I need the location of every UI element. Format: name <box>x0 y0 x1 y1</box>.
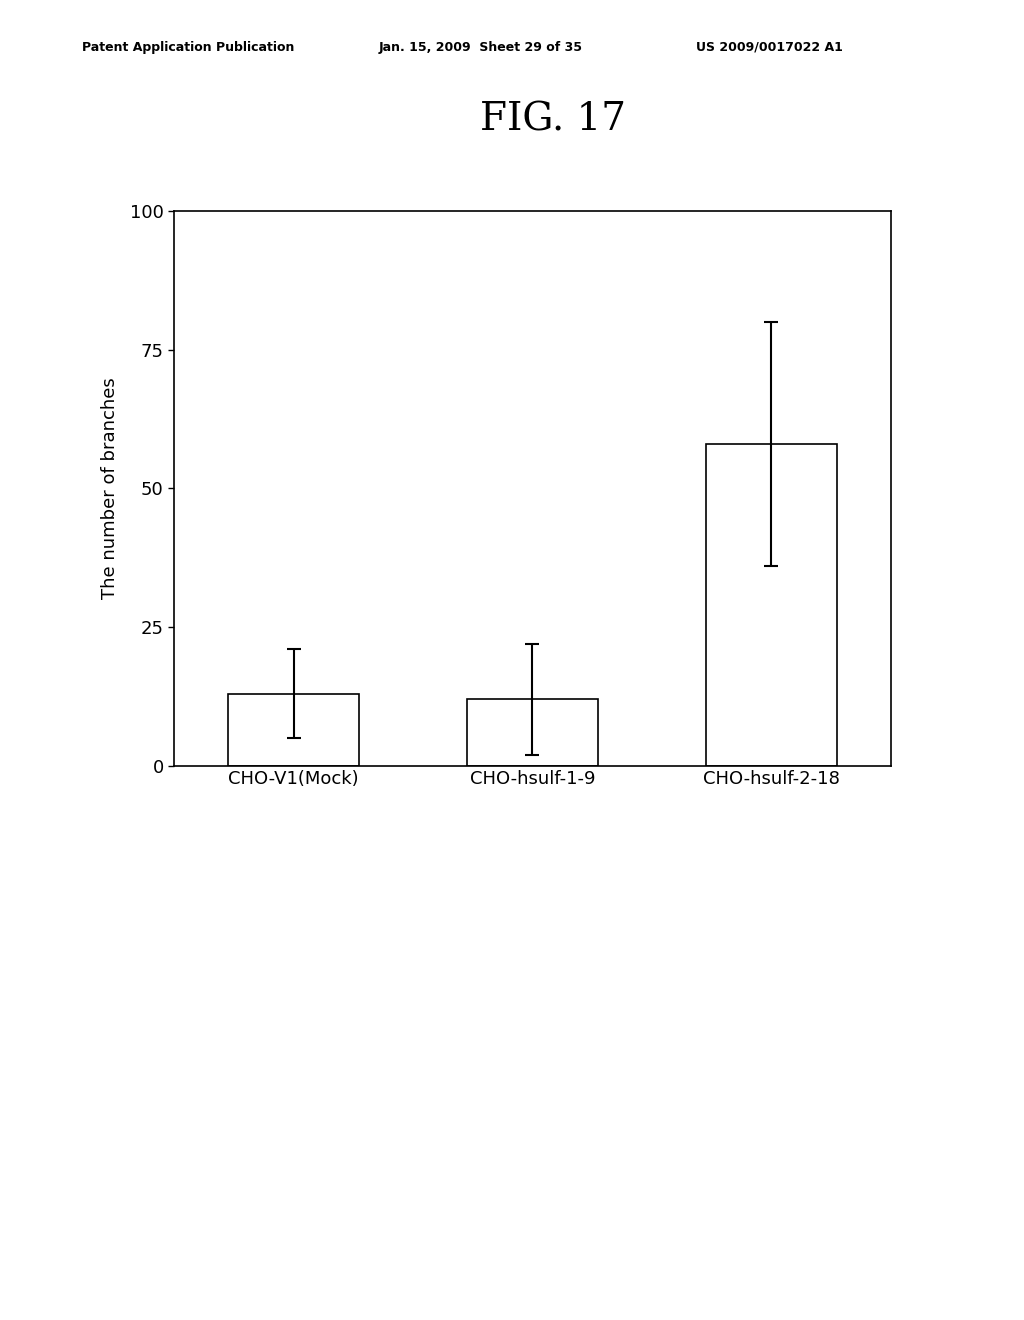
Text: Patent Application Publication: Patent Application Publication <box>82 41 294 54</box>
Y-axis label: The number of branches: The number of branches <box>100 378 119 599</box>
Text: Jan. 15, 2009  Sheet 29 of 35: Jan. 15, 2009 Sheet 29 of 35 <box>379 41 583 54</box>
Bar <box>467 700 598 766</box>
Text: FIG. 17: FIG. 17 <box>480 102 626 139</box>
Bar <box>706 444 838 766</box>
Bar <box>228 693 359 766</box>
Text: US 2009/0017022 A1: US 2009/0017022 A1 <box>696 41 843 54</box>
